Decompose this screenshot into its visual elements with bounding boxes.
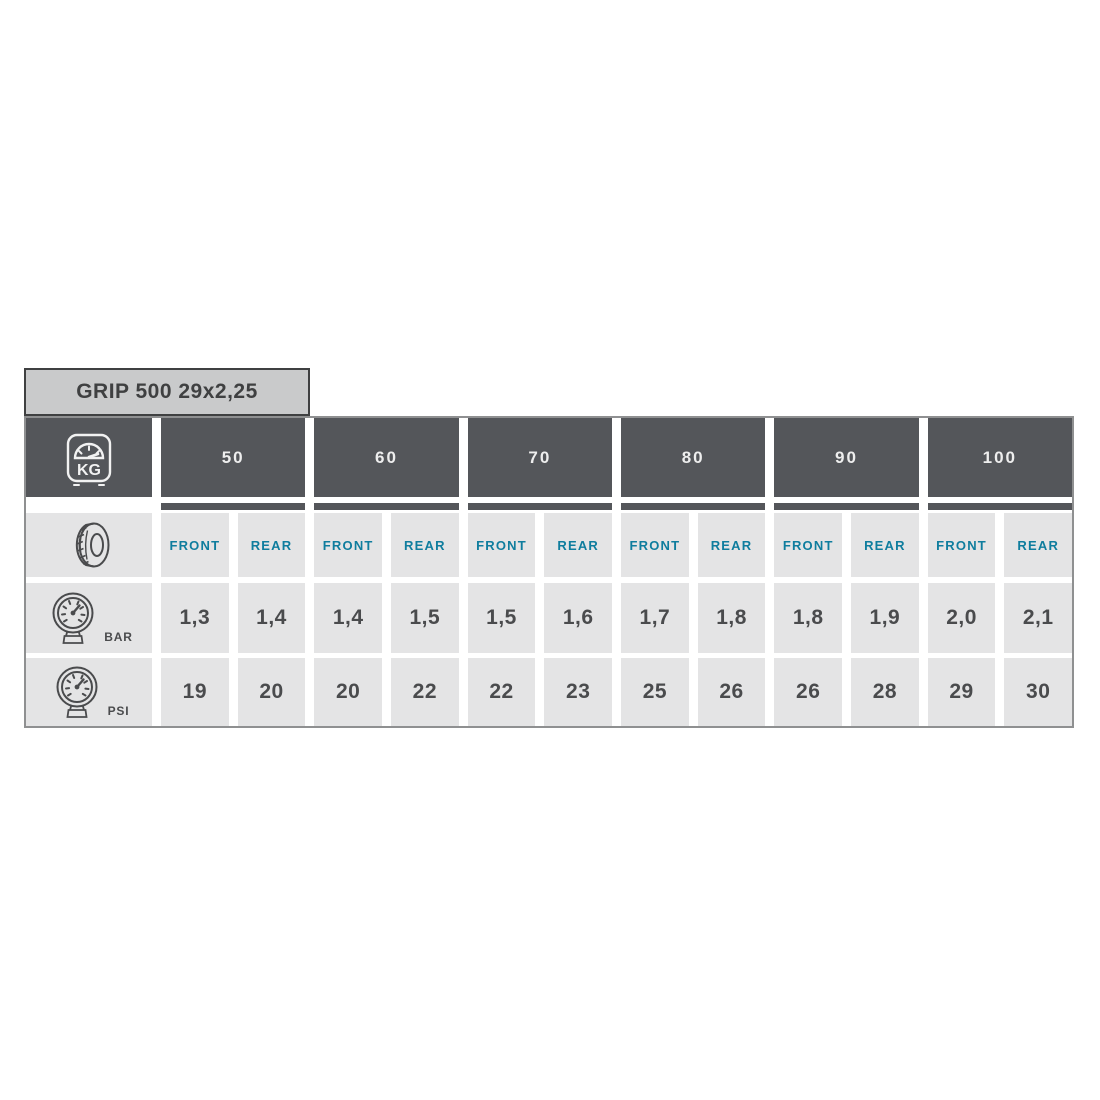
weight-header-90: 90 bbox=[774, 418, 919, 497]
weight-header-70: 70 bbox=[467, 418, 612, 497]
bar-value: 1,5 bbox=[467, 583, 536, 653]
svg-text:KG: KG bbox=[77, 462, 101, 479]
front-header: FRONT bbox=[314, 513, 383, 577]
front-header: FRONT bbox=[774, 513, 843, 577]
front-rear-cells: FRONT REAR FRONT REAR FRONT REAR FRONT REAR FRON… bbox=[161, 513, 1073, 577]
psi-value: 22 bbox=[391, 658, 459, 726]
bar-value: 1,5 bbox=[391, 583, 459, 653]
rear-header: REAR bbox=[697, 513, 766, 577]
separator-row bbox=[26, 503, 1072, 510]
separator-bar bbox=[467, 503, 612, 510]
pressure-gauge-icon bbox=[49, 662, 107, 722]
bar-unit-label: BAR bbox=[104, 630, 133, 644]
bar-value: 1,3 bbox=[161, 583, 229, 653]
psi-value: 25 bbox=[621, 658, 689, 726]
weight-headers: 50 60 70 80 90 100 bbox=[161, 418, 1072, 497]
weight-header-80: 80 bbox=[620, 418, 766, 497]
rear-header: REAR bbox=[851, 513, 919, 577]
separator-bar bbox=[314, 503, 459, 510]
rear-header: REAR bbox=[237, 513, 306, 577]
front-header: FRONT bbox=[161, 513, 229, 577]
bar-value: 1,7 bbox=[621, 583, 689, 653]
bar-row: BAR 1,3 1,4 1,4 1,5 1,5 1,6 1,7 1,8 1,8 1,9 2,0 2,1 bbox=[26, 583, 1073, 653]
weight-header-50: 50 bbox=[161, 418, 306, 497]
pressure-table: KG 50 60 70 80 90 100 bbox=[24, 416, 1074, 728]
product-title: GRIP 500 29x2,25 bbox=[76, 380, 258, 403]
bar-gauge-wrap: BAR bbox=[45, 588, 132, 648]
psi-label-cell: PSI bbox=[26, 658, 152, 726]
bar-value: 1,8 bbox=[774, 583, 843, 653]
bar-value: 1,4 bbox=[314, 583, 383, 653]
separator-bar bbox=[161, 503, 306, 510]
bar-label-cell: BAR bbox=[26, 583, 152, 653]
separator-bars bbox=[161, 503, 1072, 510]
psi-value: 20 bbox=[237, 658, 306, 726]
front-rear-row: FRONT REAR FRONT REAR FRONT REAR FRONT REAR FRON… bbox=[26, 513, 1073, 577]
psi-value: 26 bbox=[774, 658, 843, 726]
psi-value: 26 bbox=[697, 658, 766, 726]
psi-value: 22 bbox=[467, 658, 536, 726]
psi-row: PSI 19 20 20 22 22 23 25 26 26 28 29 30 bbox=[26, 658, 1073, 726]
bar-value: 1,9 bbox=[851, 583, 919, 653]
bar-value: 1,4 bbox=[237, 583, 306, 653]
bar-value: 2,0 bbox=[927, 583, 996, 653]
front-header: FRONT bbox=[927, 513, 996, 577]
psi-value: 28 bbox=[851, 658, 919, 726]
separator-bar bbox=[774, 503, 919, 510]
rear-header: REAR bbox=[391, 513, 459, 577]
front-header: FRONT bbox=[621, 513, 689, 577]
psi-gauge-wrap: PSI bbox=[49, 662, 130, 722]
tire-cell bbox=[26, 513, 152, 577]
product-title-box: GRIP 500 29x2,25 bbox=[24, 368, 310, 416]
weight-unit-cell: KG bbox=[26, 418, 152, 497]
separator-bar bbox=[620, 503, 766, 510]
kg-scale-icon: KG bbox=[60, 427, 118, 489]
separator-spacer bbox=[26, 503, 152, 510]
bar-value-cells: 1,3 1,4 1,4 1,5 1,5 1,6 1,7 1,8 1,8 1,9 2,0 2,1 bbox=[161, 583, 1073, 653]
psi-value: 30 bbox=[1004, 658, 1073, 726]
psi-value: 23 bbox=[544, 658, 613, 726]
rear-header: REAR bbox=[544, 513, 613, 577]
weight-header-60: 60 bbox=[314, 418, 459, 497]
psi-value: 20 bbox=[314, 658, 383, 726]
rear-header: REAR bbox=[1004, 513, 1073, 577]
psi-unit-label: PSI bbox=[107, 704, 130, 718]
separator-bar bbox=[927, 503, 1072, 510]
psi-value: 19 bbox=[161, 658, 229, 726]
bar-value: 2,1 bbox=[1004, 583, 1073, 653]
psi-value-cells: 19 20 20 22 22 23 25 26 26 28 29 30 bbox=[161, 658, 1073, 726]
front-header: FRONT bbox=[467, 513, 536, 577]
pressure-gauge-icon bbox=[45, 588, 103, 648]
bar-value: 1,8 bbox=[697, 583, 766, 653]
bar-value: 1,6 bbox=[544, 583, 613, 653]
tire-icon bbox=[60, 516, 118, 574]
psi-value: 29 bbox=[927, 658, 996, 726]
weight-header-row: KG 50 60 70 80 90 100 bbox=[26, 418, 1072, 497]
weight-header-100: 100 bbox=[927, 418, 1072, 497]
